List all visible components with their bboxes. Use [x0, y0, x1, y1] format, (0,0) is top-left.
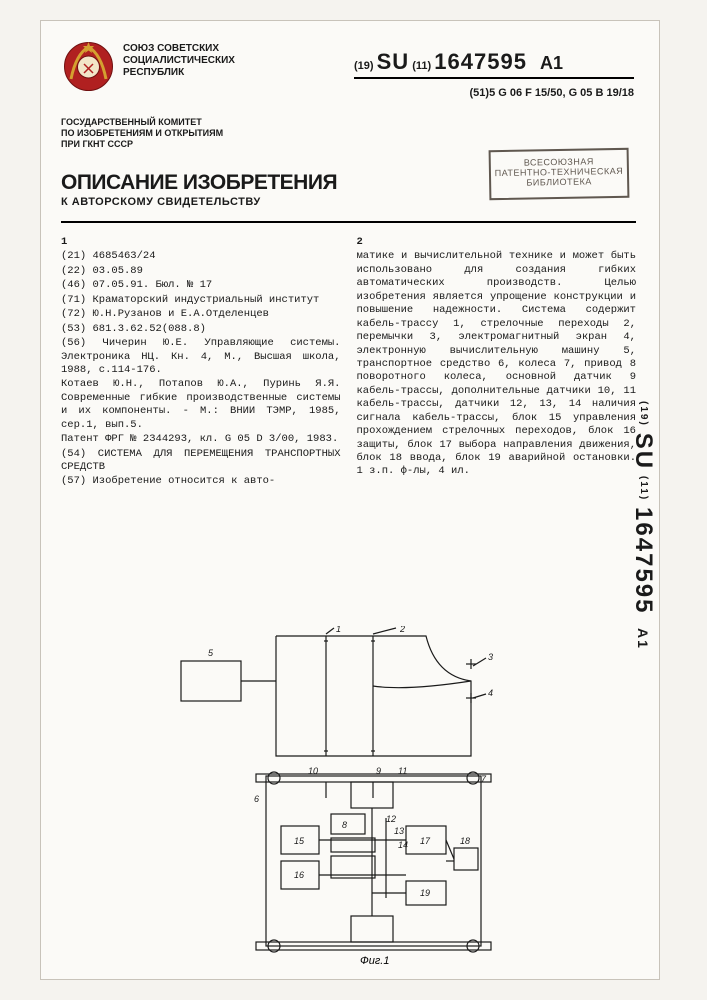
svg-text:12: 12: [386, 814, 396, 824]
svg-text:13: 13: [394, 826, 404, 836]
pub-suffix: A1: [540, 53, 563, 73]
text-line: (22) 03.05.89: [61, 265, 341, 278]
svg-text:2: 2: [399, 626, 405, 634]
svg-text:8: 8: [342, 820, 347, 830]
horizontal-rule: [61, 221, 636, 223]
svg-text:15: 15: [294, 836, 305, 846]
text-line: Котаев Ю.Н., Потапов Ю.А., Пуринь Я.Я. С…: [61, 378, 341, 432]
publication-number: (19) SU (11) 1647595 A1: [354, 49, 634, 79]
svg-text:16: 16: [294, 870, 304, 880]
figure-label: Фиг.1: [360, 955, 389, 966]
svg-text:9: 9: [376, 766, 381, 776]
text-line: 1: [61, 236, 341, 249]
svg-text:19: 19: [420, 888, 430, 898]
text-line: матике и вычислительной технике и может …: [357, 250, 637, 478]
svg-text:5: 5: [208, 648, 214, 658]
svg-text:14: 14: [398, 840, 408, 850]
svg-text:4: 4: [488, 688, 493, 698]
spine-mid: (11): [638, 476, 649, 501]
pub-prefix: (19): [354, 60, 374, 72]
union-name: СОЮЗ СОВЕТСКИХ СОЦИАЛИСТИЧЕСКИХ РЕСПУБЛИ…: [123, 43, 235, 79]
svg-text:3: 3: [488, 652, 493, 662]
text-line: (21) 4685463/24: [61, 250, 341, 263]
description-subtitle: К АВТОРСКОМУ СВИДЕТЕЛЬСТВУ: [61, 196, 261, 208]
figure-1: 1 2 3 4 5 6 7 8 9 10 11 12 13 14 15 16 1…: [176, 626, 516, 966]
pub-mid: (11): [412, 60, 431, 72]
text-line: (57) Изобретение относится к авто-: [61, 475, 341, 488]
svg-text:1: 1: [336, 626, 341, 634]
pub-number: 1647595: [434, 49, 527, 74]
spine-cc: SU: [630, 433, 657, 470]
spine-prefix: (19): [638, 401, 649, 427]
text-line: (53) 681.3.62.52(088.8): [61, 323, 341, 336]
text-line: Патент ФРГ № 2344293, кл. G 05 D 3/00, 1…: [61, 433, 341, 446]
svg-text:18: 18: [460, 836, 470, 846]
text-line: (72) Ю.Н.Рузанов и Е.А.Отделенцев: [61, 308, 341, 321]
description-title: ОПИСАНИЕ ИЗОБРЕТЕНИЯ: [61, 171, 337, 195]
pub-cc: SU: [377, 49, 410, 74]
text-line: (56) Чичерин Ю.Е. Управляющие системы. Э…: [61, 337, 341, 377]
library-stamp: ВСЕСОЮЗНАЯ ПАТЕНТНО-ТЕХНИЧЕСКАЯ БИБЛИОТЕ…: [489, 148, 630, 200]
svg-text:11: 11: [398, 766, 407, 776]
spine-number: (19) SU (11) 1647595 A1: [629, 401, 657, 650]
ipc-classification: (51)5 G 06 F 15/50, G 05 B 19/18: [470, 87, 634, 99]
patent-page: СОЮЗ СОВЕТСКИХ СОЦИАЛИСТИЧЕСКИХ РЕСПУБЛИ…: [40, 20, 660, 980]
column-1: 1(21) 4685463/24 (22) 03.05.89(46) 07.05.…: [61, 236, 341, 616]
ussr-emblem: [61, 39, 116, 94]
svg-text:6: 6: [254, 794, 259, 804]
text-line: (46) 07.05.91. Бюл. № 17: [61, 279, 341, 292]
committee-name: ГОСУДАРСТВЕННЫЙ КОМИТЕТ ПО ИЗОБРЕТЕНИЯМ …: [61, 117, 223, 149]
column-2: 2матике и вычислительной технике и может…: [357, 236, 637, 616]
body-text: 1(21) 4685463/24 (22) 03.05.89(46) 07.05.…: [61, 236, 636, 616]
svg-text:17: 17: [420, 836, 431, 846]
spine-suffix: A1: [635, 628, 651, 650]
svg-text:10: 10: [308, 766, 318, 776]
text-line: (71) Краматорский индустриальный институ…: [61, 294, 341, 307]
text-line: (54) СИСТЕМА ДЛЯ ПЕРЕМЕЩЕНИЯ ТРАНСПОРТНЫ…: [61, 448, 341, 475]
spine-number-val: 1647595: [630, 507, 657, 614]
text-line: 2: [357, 236, 637, 249]
